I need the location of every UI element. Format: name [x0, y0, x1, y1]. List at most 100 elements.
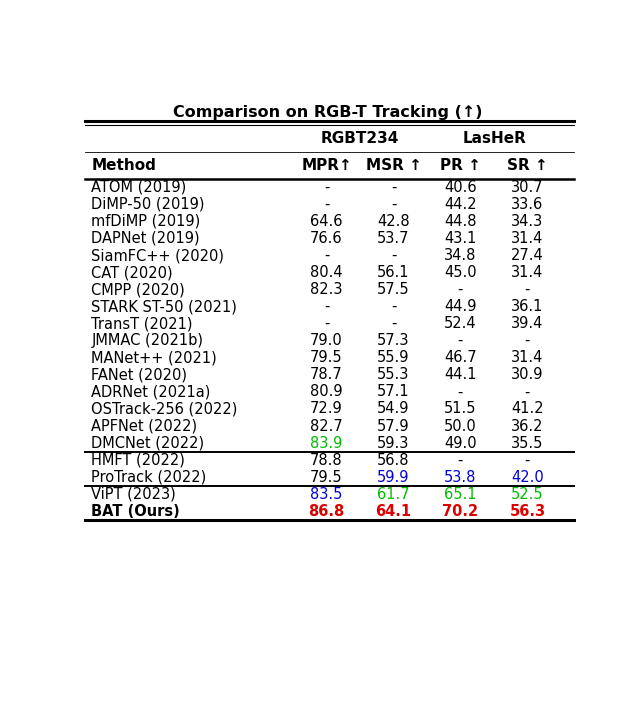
Text: 83.9: 83.9	[310, 436, 342, 451]
Text: -: -	[324, 248, 329, 263]
Text: 56.3: 56.3	[509, 504, 545, 519]
Text: -: -	[391, 248, 396, 263]
Text: 41.2: 41.2	[511, 401, 544, 417]
Text: -: -	[525, 385, 530, 399]
Text: ADRNet (2021a): ADRNet (2021a)	[92, 385, 211, 399]
Text: 31.4: 31.4	[511, 351, 543, 365]
Text: 52.5: 52.5	[511, 486, 544, 502]
Text: 79.0: 79.0	[310, 333, 343, 348]
Text: -: -	[525, 333, 530, 348]
Text: 39.4: 39.4	[511, 317, 543, 331]
Text: 82.3: 82.3	[310, 282, 343, 297]
Text: ATOM (2019): ATOM (2019)	[92, 180, 187, 195]
Text: 76.6: 76.6	[310, 231, 343, 246]
Text: MSR ↑: MSR ↑	[365, 158, 421, 173]
Text: -: -	[458, 385, 463, 399]
Text: -: -	[458, 282, 463, 297]
Text: -: -	[324, 180, 329, 195]
Text: CAT (2020): CAT (2020)	[92, 265, 173, 280]
Text: Comparison on RGB-T Tracking (↑): Comparison on RGB-T Tracking (↑)	[173, 105, 483, 120]
Text: -: -	[324, 197, 329, 212]
Text: 45.0: 45.0	[444, 265, 477, 280]
Text: OSTrack-256 (2022): OSTrack-256 (2022)	[92, 401, 238, 417]
Text: -: -	[391, 317, 396, 331]
Text: 34.3: 34.3	[511, 214, 543, 229]
Text: 64.1: 64.1	[376, 504, 412, 519]
Text: RGBT234: RGBT234	[321, 131, 399, 146]
Text: 44.9: 44.9	[444, 299, 477, 314]
Text: Method: Method	[92, 158, 156, 173]
Text: 46.7: 46.7	[444, 351, 477, 365]
Text: -: -	[324, 299, 329, 314]
Text: MPR↑: MPR↑	[301, 158, 352, 173]
Text: 70.2: 70.2	[442, 504, 479, 519]
Text: 53.7: 53.7	[377, 231, 410, 246]
Text: 27.4: 27.4	[511, 248, 544, 263]
Text: 44.1: 44.1	[444, 367, 477, 383]
Text: 35.5: 35.5	[511, 436, 543, 451]
Text: TransT (2021): TransT (2021)	[92, 317, 193, 331]
Text: 54.9: 54.9	[377, 401, 410, 417]
Text: 53.8: 53.8	[444, 470, 477, 485]
Text: 36.1: 36.1	[511, 299, 543, 314]
Text: HMFT (2022): HMFT (2022)	[92, 452, 186, 468]
Text: -: -	[391, 180, 396, 195]
Text: 57.1: 57.1	[377, 385, 410, 399]
Text: 30.9: 30.9	[511, 367, 543, 383]
Text: 83.5: 83.5	[310, 486, 342, 502]
Text: 64.6: 64.6	[310, 214, 343, 229]
Text: 59.3: 59.3	[378, 436, 410, 451]
Text: -: -	[458, 333, 463, 348]
Text: 52.4: 52.4	[444, 317, 477, 331]
Text: 36.2: 36.2	[511, 418, 543, 433]
Text: APFNet (2022): APFNet (2022)	[92, 418, 198, 433]
Text: DiMP-50 (2019): DiMP-50 (2019)	[92, 197, 205, 212]
Text: -: -	[324, 317, 329, 331]
Text: 57.3: 57.3	[377, 333, 410, 348]
Text: 43.1: 43.1	[444, 231, 477, 246]
Text: 51.5: 51.5	[444, 401, 477, 417]
Text: 42.0: 42.0	[511, 470, 544, 485]
Text: ProTrack (2022): ProTrack (2022)	[92, 470, 207, 485]
Text: DAPNet (2019): DAPNet (2019)	[92, 231, 200, 246]
Text: FANet (2020): FANet (2020)	[92, 367, 188, 383]
Text: 65.1: 65.1	[444, 486, 477, 502]
Text: MANet++ (2021): MANet++ (2021)	[92, 351, 217, 365]
Text: 56.8: 56.8	[377, 452, 410, 468]
Text: CMPP (2020): CMPP (2020)	[92, 282, 185, 297]
Text: -: -	[525, 452, 530, 468]
Text: 31.4: 31.4	[511, 231, 543, 246]
Text: 30.7: 30.7	[511, 180, 544, 195]
Text: 57.5: 57.5	[377, 282, 410, 297]
Text: DMCNet (2022): DMCNet (2022)	[92, 436, 205, 451]
Text: 79.5: 79.5	[310, 351, 343, 365]
Text: 40.6: 40.6	[444, 180, 477, 195]
Text: ViPT (2023): ViPT (2023)	[92, 486, 176, 502]
Text: 50.0: 50.0	[444, 418, 477, 433]
Text: 55.9: 55.9	[377, 351, 410, 365]
Text: 56.1: 56.1	[377, 265, 410, 280]
Text: 80.4: 80.4	[310, 265, 343, 280]
Text: 34.8: 34.8	[444, 248, 477, 263]
Text: 44.2: 44.2	[444, 197, 477, 212]
Text: -: -	[458, 452, 463, 468]
Text: 59.9: 59.9	[377, 470, 410, 485]
Text: 86.8: 86.8	[308, 504, 344, 519]
Text: 57.9: 57.9	[377, 418, 410, 433]
Text: 49.0: 49.0	[444, 436, 477, 451]
Text: SiamFC++ (2020): SiamFC++ (2020)	[92, 248, 225, 263]
Text: STARK ST-50 (2021): STARK ST-50 (2021)	[92, 299, 237, 314]
Text: JMMAC (2021b): JMMAC (2021b)	[92, 333, 204, 348]
Text: 82.7: 82.7	[310, 418, 343, 433]
Text: 44.8: 44.8	[444, 214, 477, 229]
Text: 79.5: 79.5	[310, 470, 343, 485]
Text: 42.8: 42.8	[377, 214, 410, 229]
Text: 78.7: 78.7	[310, 367, 343, 383]
Text: PR ↑: PR ↑	[440, 158, 481, 173]
Text: SR ↑: SR ↑	[507, 158, 548, 173]
Text: mfDiMP (2019): mfDiMP (2019)	[92, 214, 201, 229]
Text: 61.7: 61.7	[377, 486, 410, 502]
Text: LasHeR: LasHeR	[462, 131, 526, 146]
Text: 33.6: 33.6	[511, 197, 543, 212]
Text: 78.8: 78.8	[310, 452, 343, 468]
